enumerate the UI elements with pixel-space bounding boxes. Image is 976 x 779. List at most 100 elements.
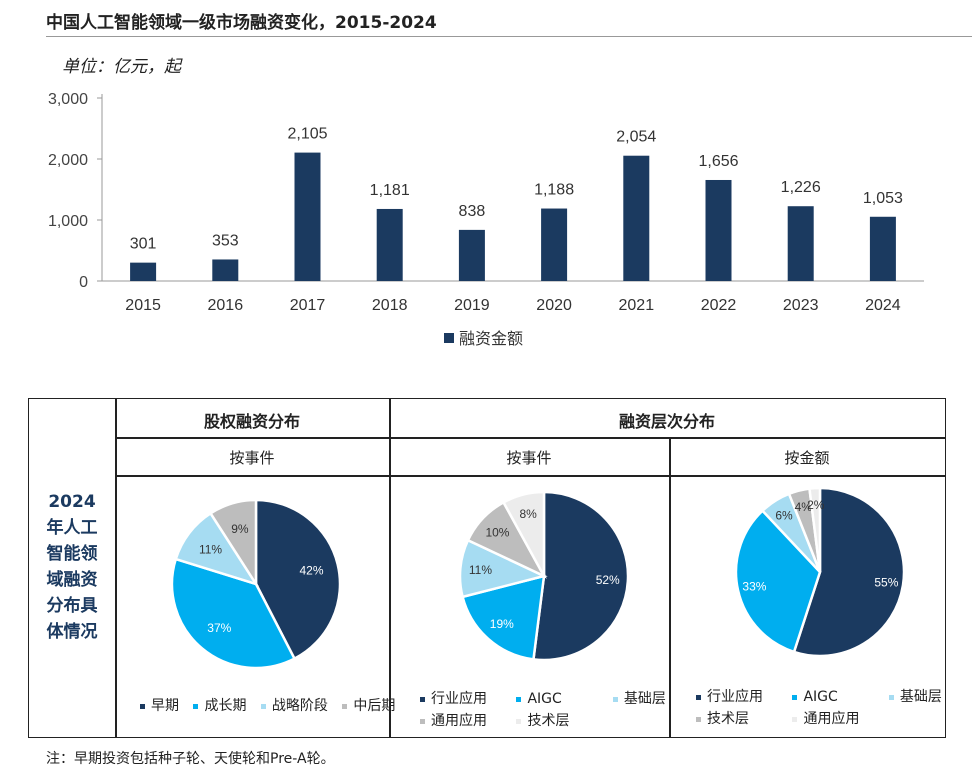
legend-item: 行业应用 <box>696 686 788 706</box>
legend-label: 通用应用 <box>803 711 860 727</box>
slice-label: 52% <box>596 573 620 587</box>
distribution-table: 2024 年人工 智能领 域融资 分布具 体情况 股权融资分布 融资层次分布 按… <box>28 398 946 738</box>
legend-label: AIGC <box>803 689 838 705</box>
title-divider <box>46 36 972 37</box>
table-divider <box>669 437 671 737</box>
slice-label: 9% <box>231 522 249 536</box>
bar-value-label: 838 <box>459 203 486 220</box>
legend-swatch <box>516 718 522 724</box>
bar-value-label: 1,053 <box>863 190 903 207</box>
legend-label: 基础层 <box>899 689 942 705</box>
pie-slice <box>461 574 546 661</box>
legend-label: AIGC <box>527 691 562 707</box>
legend-swatch <box>420 696 425 702</box>
slice-label: 6% <box>775 508 793 522</box>
x-tick-label: 2017 <box>290 297 326 314</box>
subheader-event-1: 按事件 <box>229 449 275 467</box>
slice-label: 33% <box>742 580 766 594</box>
pie-slice <box>808 486 822 573</box>
bar-value-label: 301 <box>130 236 157 253</box>
legend-label: 基础层 <box>623 691 666 707</box>
slice-label: 19% <box>490 617 514 631</box>
pie-slice <box>254 498 342 661</box>
legend-item: 行业应用 <box>420 688 512 708</box>
legend-pie2: 行业应用 AIGC 基础层 通用应用 技术层 <box>420 688 666 732</box>
legend-swatch <box>516 696 522 702</box>
legend-swatch <box>792 694 798 700</box>
bar <box>541 208 568 281</box>
pie-chart-layer-event: 52% 19% 11% 10% 8% <box>458 490 630 662</box>
legend-item: 基础层 <box>612 688 666 708</box>
legend-swatch <box>260 703 266 709</box>
x-tick-label: 2015 <box>125 297 161 314</box>
legend-item: 基础层 <box>888 686 942 706</box>
y-tick-label: 2,000 <box>48 152 88 169</box>
bar-value-label: 353 <box>212 232 239 249</box>
header-layer: 融资层次分布 <box>618 412 715 431</box>
legend-label: 融资金额 <box>459 330 523 348</box>
y-tick-label: 1,000 <box>48 213 88 230</box>
bar-value-label: 1,181 <box>370 182 410 199</box>
side-label: 2024 年人工 智能领 域融资 分布具 体情况 <box>46 492 98 642</box>
bar <box>458 229 485 281</box>
subheader-amount: 按金额 <box>784 449 830 467</box>
table-divider <box>389 399 391 737</box>
legend-label: 早期 <box>151 698 179 714</box>
chart-title: 中国人工智能领域一级市场融资变化，2015-2024 <box>46 13 437 33</box>
legend-swatch <box>696 716 701 722</box>
legend-label: 中后期 <box>353 698 396 714</box>
y-tick-label: 0 <box>79 274 88 291</box>
pie-slice <box>734 508 822 654</box>
legend-swatch <box>193 703 199 709</box>
pie-slice <box>501 490 546 577</box>
bar-value-label: 1,226 <box>781 179 821 196</box>
x-tick-label: 2023 <box>783 297 819 314</box>
slice-label: 11% <box>199 542 222 556</box>
bar <box>869 216 896 281</box>
legend-pie3: 行业应用 AIGC 基础层 技术层 通用应用 <box>696 686 942 730</box>
x-tick-label: 2024 <box>865 297 901 314</box>
header-equity: 股权融资分布 <box>203 412 300 431</box>
legend-label: 技术层 <box>527 713 570 729</box>
x-tick-label: 2016 <box>208 297 244 314</box>
pie-chart-layer-amount: 55% 33% 6%4%2% <box>734 486 906 658</box>
pie-slice <box>792 486 906 658</box>
bar-chart: 0 1,000 2,000 3,000 301 2015 353 2016 2,105 2017 1… <box>48 91 924 348</box>
slice-label: 11% <box>469 563 492 577</box>
bar-value-label: 2,105 <box>287 126 327 143</box>
legend-item: 战略阶段 <box>260 695 328 715</box>
bar <box>130 262 157 281</box>
footnote: 注：早期投资包括种子轮、天使轮和Pre-A轮。 <box>46 751 335 767</box>
pie-chart-equity-event: 42% 37% 11% 9% <box>170 498 342 670</box>
unit-label: 单位：亿元，起 <box>62 57 181 77</box>
legend-item: 中后期 <box>342 695 395 715</box>
slice-label: 4% <box>795 500 813 514</box>
legend-swatch <box>420 718 425 724</box>
legend-label: 成长期 <box>204 698 247 714</box>
legend-label: 战略阶段 <box>271 698 328 714</box>
legend-item: 技术层 <box>516 710 569 730</box>
legend-label: 行业应用 <box>707 689 763 705</box>
slice-label: 8% <box>519 507 537 521</box>
legend-item: AIGC <box>792 689 884 705</box>
bar-value-label: 2,054 <box>616 129 656 146</box>
y-tick-label: 3,000 <box>48 91 88 108</box>
bar-value-label: 1,656 <box>698 153 738 170</box>
legend-swatch <box>792 716 798 722</box>
x-tick-label: 2021 <box>619 297 655 314</box>
legend-swatch <box>888 694 894 700</box>
x-tick-label: 2020 <box>536 297 572 314</box>
legend-swatch <box>612 696 618 702</box>
legend-label: 行业应用 <box>431 691 487 707</box>
bar <box>294 152 321 281</box>
table-divider <box>115 475 945 477</box>
legend-item: 通用应用 <box>792 708 859 728</box>
legend-item: 技术层 <box>696 708 788 728</box>
subheader-event-2: 按事件 <box>506 449 552 467</box>
legend-label: 通用应用 <box>431 713 487 729</box>
pie-slice <box>532 490 630 662</box>
slice-label: 10% <box>485 525 509 539</box>
table-divider <box>115 437 945 439</box>
x-tick-label: 2019 <box>454 297 490 314</box>
table-divider <box>115 399 117 737</box>
